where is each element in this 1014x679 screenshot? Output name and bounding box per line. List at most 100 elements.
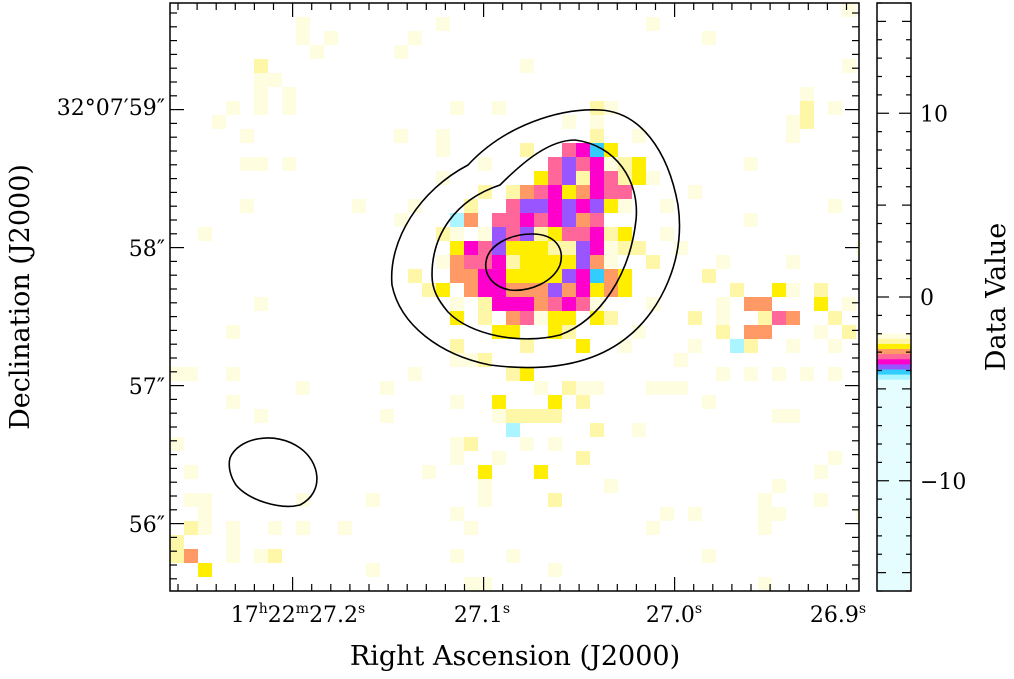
y-tick-label: 58″ (129, 237, 165, 262)
heatmap-pixel (520, 311, 534, 325)
heatmap-pixel (478, 185, 492, 199)
heatmap-pixel (576, 451, 590, 465)
heatmap-pixel (618, 171, 632, 185)
heatmap-pixel (632, 171, 646, 185)
heatmap-pixel (450, 297, 464, 311)
heatmap-pixel (520, 255, 534, 269)
heatmap-pixel (590, 227, 604, 241)
heatmap-pixel (492, 227, 506, 241)
heatmap-pixel (464, 269, 478, 283)
heatmap-pixel (492, 269, 506, 283)
heatmap-pixel (254, 73, 268, 87)
heatmap-pixel (786, 255, 800, 269)
heatmap-pixel (716, 367, 730, 381)
heatmap-pixel (436, 283, 450, 297)
heatmap-pixel (828, 101, 842, 115)
heatmap-pixel (254, 409, 268, 423)
colorbar-ticks (877, 2, 911, 592)
heatmap-pixel (492, 241, 506, 255)
heatmap-pixel (632, 241, 646, 255)
heatmap-pixel (478, 157, 492, 171)
heatmap-pixel (520, 297, 534, 311)
heatmap-pixel (520, 241, 534, 255)
heatmap-pixel (506, 213, 520, 227)
heatmap-pixel (478, 241, 492, 255)
heatmap-pixel (450, 213, 464, 227)
heatmap-pixel (730, 339, 744, 353)
heatmap-pixel (450, 255, 464, 269)
heatmap-pixel (786, 129, 800, 143)
heatmap-pixel (366, 563, 380, 577)
heatmap-pixel (618, 185, 632, 199)
heatmap-pixel (478, 227, 492, 241)
heatmap-pixel (492, 409, 506, 423)
heatmap-pixel (842, 3, 856, 17)
heatmap-pixel (450, 227, 464, 241)
heatmap-pixel (842, 325, 856, 339)
heatmap-pixel (268, 521, 282, 535)
heatmap-pixel (464, 283, 478, 297)
heatmap-pixel (324, 31, 338, 45)
heatmap-pixel (534, 171, 548, 185)
heatmap-pixel (282, 101, 296, 115)
heatmap-pixel (520, 213, 534, 227)
contour-lines (228, 109, 681, 508)
heatmap-pixel (604, 171, 618, 185)
heatmap-pixel (184, 549, 198, 563)
heatmap-pixel (198, 563, 212, 577)
heatmap-pixels (170, 3, 859, 591)
heatmap-pixel (562, 297, 576, 311)
heatmap-pixel (534, 241, 548, 255)
heatmap-pixel (674, 353, 688, 367)
heatmap-pixel (590, 213, 604, 227)
heatmap-pixel (576, 185, 590, 199)
heatmap-pixel (562, 143, 576, 157)
heatmap-pixel (786, 283, 800, 297)
heatmap-pixel (772, 283, 786, 297)
heatmap-pixel (590, 115, 604, 129)
heatmap-pixel (604, 255, 618, 269)
heatmap-pixel (590, 129, 604, 143)
heatmap-pixel (688, 507, 702, 521)
heatmap-pixel (576, 255, 590, 269)
heatmap-pixel (296, 493, 310, 507)
heatmap-pixel (394, 45, 408, 59)
heatmap-pixel (800, 87, 814, 101)
heatmap-pixel (604, 479, 618, 493)
heatmap-pixel (604, 185, 618, 199)
colorbar-tick-label: −10 (920, 470, 966, 495)
heatmap-pixel (828, 199, 842, 213)
colorbar-band (877, 343, 911, 350)
heatmap-pixel (478, 255, 492, 269)
heatmap-pixel (548, 409, 562, 423)
heatmap-pixel (744, 339, 758, 353)
colorbar-band (877, 369, 911, 376)
heatmap-pixel (660, 199, 674, 213)
plot-ticks (170, 3, 859, 591)
heatmap-pixel (548, 563, 562, 577)
contour-outer (390, 109, 681, 369)
heatmap-pixel (534, 297, 548, 311)
heatmap-pixel (254, 101, 268, 115)
heatmap-pixel (226, 325, 240, 339)
heatmap-pixel (576, 143, 590, 157)
heatmap-pixel (226, 101, 240, 115)
heatmap-pixel (618, 339, 632, 353)
heatmap-pixel (548, 297, 562, 311)
heatmap-pixel (548, 395, 562, 409)
heatmap-pixel (408, 199, 422, 213)
heatmap-pixel (548, 171, 562, 185)
heatmap-pixel (590, 171, 604, 185)
heatmap-pixel (492, 101, 506, 115)
heatmap-pixel (590, 283, 604, 297)
heatmap-pixel (814, 493, 828, 507)
heatmap-pixel (450, 395, 464, 409)
heatmap-pixel (576, 157, 590, 171)
heatmap-pixel (758, 493, 772, 507)
heatmap-pixel (506, 549, 520, 563)
y-tick-labels: 32°07′59″ 58″ 57″ 56″ (57, 96, 165, 538)
heatmap-pixel (702, 31, 716, 45)
heatmap-pixel (576, 213, 590, 227)
heatmap-pixel (562, 311, 576, 325)
heatmap-pixel (492, 451, 506, 465)
